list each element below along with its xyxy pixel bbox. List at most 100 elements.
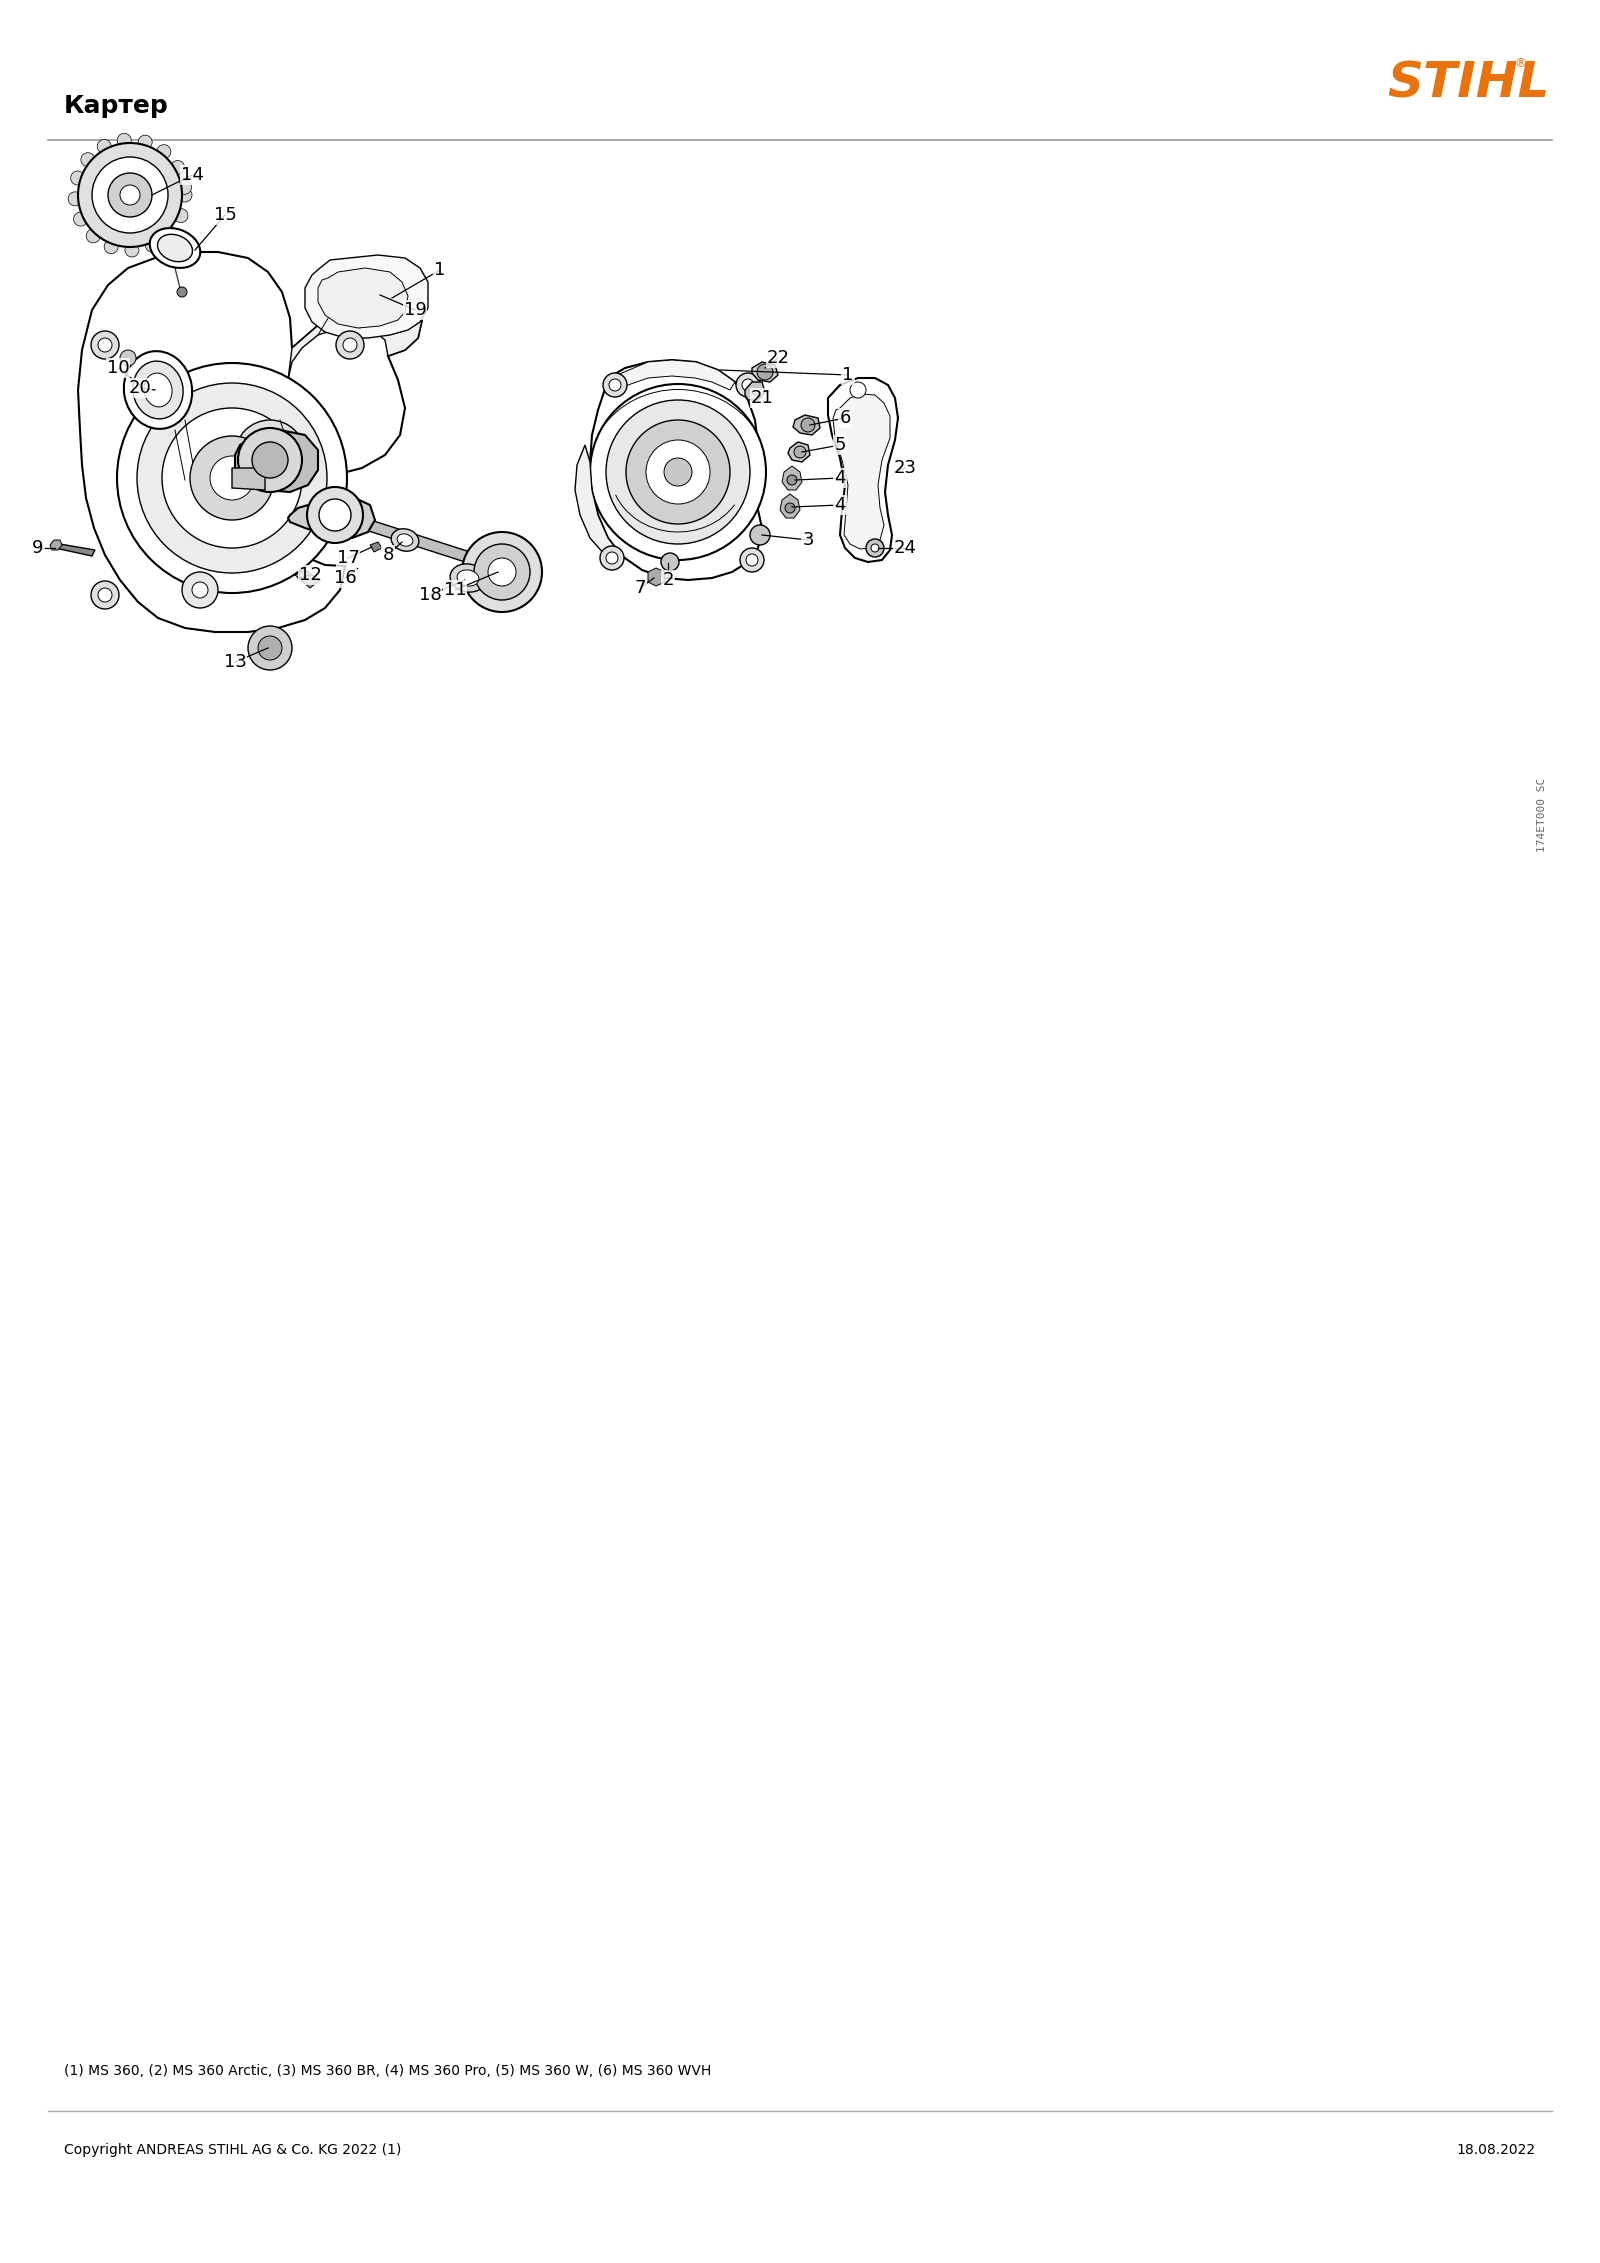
Circle shape (462, 532, 542, 611)
Circle shape (178, 287, 187, 296)
Circle shape (661, 552, 678, 570)
Circle shape (866, 539, 883, 557)
Circle shape (138, 382, 326, 573)
Circle shape (98, 337, 112, 353)
Circle shape (117, 362, 347, 593)
Text: ®: ® (1514, 57, 1526, 70)
Polygon shape (781, 493, 800, 518)
Ellipse shape (390, 530, 419, 552)
Circle shape (757, 364, 773, 380)
Circle shape (182, 573, 218, 609)
Circle shape (870, 543, 878, 552)
Circle shape (86, 229, 101, 242)
Polygon shape (235, 430, 318, 491)
Text: Copyright ANDREAS STIHL AG & Co. KG 2022 (1): Copyright ANDREAS STIHL AG & Co. KG 2022… (64, 2143, 402, 2157)
Polygon shape (834, 394, 890, 550)
Polygon shape (610, 360, 734, 389)
Text: 15: 15 (213, 206, 237, 224)
Polygon shape (590, 360, 762, 579)
Circle shape (174, 208, 187, 222)
Ellipse shape (144, 373, 173, 407)
Circle shape (117, 134, 131, 147)
Text: 7: 7 (634, 579, 646, 597)
Ellipse shape (133, 362, 182, 419)
Ellipse shape (123, 351, 192, 430)
Polygon shape (306, 256, 429, 337)
Circle shape (192, 582, 208, 597)
Text: 4: 4 (834, 468, 846, 487)
Circle shape (93, 156, 168, 233)
Circle shape (253, 441, 288, 477)
Polygon shape (288, 498, 374, 539)
Polygon shape (794, 414, 819, 434)
Polygon shape (782, 466, 802, 491)
Ellipse shape (458, 570, 478, 586)
Text: 16: 16 (334, 568, 357, 586)
Polygon shape (370, 543, 382, 552)
Text: 18.08.2022: 18.08.2022 (1458, 2143, 1536, 2157)
Text: 22: 22 (766, 349, 789, 367)
Circle shape (736, 373, 760, 396)
Circle shape (146, 238, 160, 251)
Circle shape (78, 143, 182, 247)
Circle shape (328, 285, 352, 310)
Text: 1: 1 (434, 260, 446, 278)
Circle shape (378, 285, 402, 310)
Circle shape (746, 554, 758, 566)
Text: 17: 17 (336, 550, 360, 568)
Circle shape (646, 439, 710, 505)
Circle shape (235, 421, 306, 491)
Circle shape (69, 192, 82, 206)
Circle shape (610, 378, 621, 391)
Text: Картер: Картер (64, 95, 168, 118)
Text: 1: 1 (842, 367, 854, 385)
Circle shape (74, 213, 88, 226)
Text: 6: 6 (840, 410, 851, 428)
Circle shape (474, 543, 530, 600)
Polygon shape (752, 362, 778, 382)
Polygon shape (648, 568, 666, 586)
Circle shape (157, 145, 171, 158)
Circle shape (307, 487, 363, 543)
Text: 3: 3 (802, 532, 814, 550)
Circle shape (606, 401, 750, 543)
Circle shape (357, 274, 373, 290)
Circle shape (742, 378, 754, 391)
Circle shape (91, 330, 118, 360)
Circle shape (794, 446, 806, 457)
Polygon shape (288, 299, 422, 380)
Text: 4: 4 (834, 496, 846, 514)
Circle shape (590, 385, 766, 559)
Text: 2: 2 (662, 570, 674, 588)
Circle shape (171, 161, 184, 174)
Circle shape (104, 240, 118, 253)
Ellipse shape (397, 534, 413, 545)
Circle shape (238, 428, 302, 491)
Circle shape (786, 502, 795, 514)
Circle shape (210, 457, 254, 500)
Circle shape (802, 419, 814, 432)
Circle shape (750, 525, 770, 545)
Text: 12: 12 (299, 566, 322, 584)
Circle shape (98, 140, 110, 154)
Text: 9: 9 (32, 539, 43, 557)
Text: 5: 5 (834, 437, 846, 455)
Circle shape (248, 627, 291, 670)
Text: 14: 14 (181, 165, 203, 183)
Circle shape (125, 242, 139, 258)
Circle shape (120, 351, 136, 367)
Circle shape (318, 500, 350, 532)
Circle shape (606, 552, 618, 563)
Polygon shape (232, 468, 266, 491)
Circle shape (250, 434, 290, 475)
Text: 174ET000 SC: 174ET000 SC (1538, 778, 1547, 851)
Polygon shape (54, 543, 94, 557)
Circle shape (787, 475, 797, 484)
Text: 11: 11 (443, 582, 466, 600)
Circle shape (488, 559, 515, 586)
Polygon shape (746, 382, 765, 401)
Polygon shape (574, 446, 622, 561)
Circle shape (120, 186, 141, 206)
Circle shape (850, 382, 866, 398)
Circle shape (258, 636, 282, 661)
